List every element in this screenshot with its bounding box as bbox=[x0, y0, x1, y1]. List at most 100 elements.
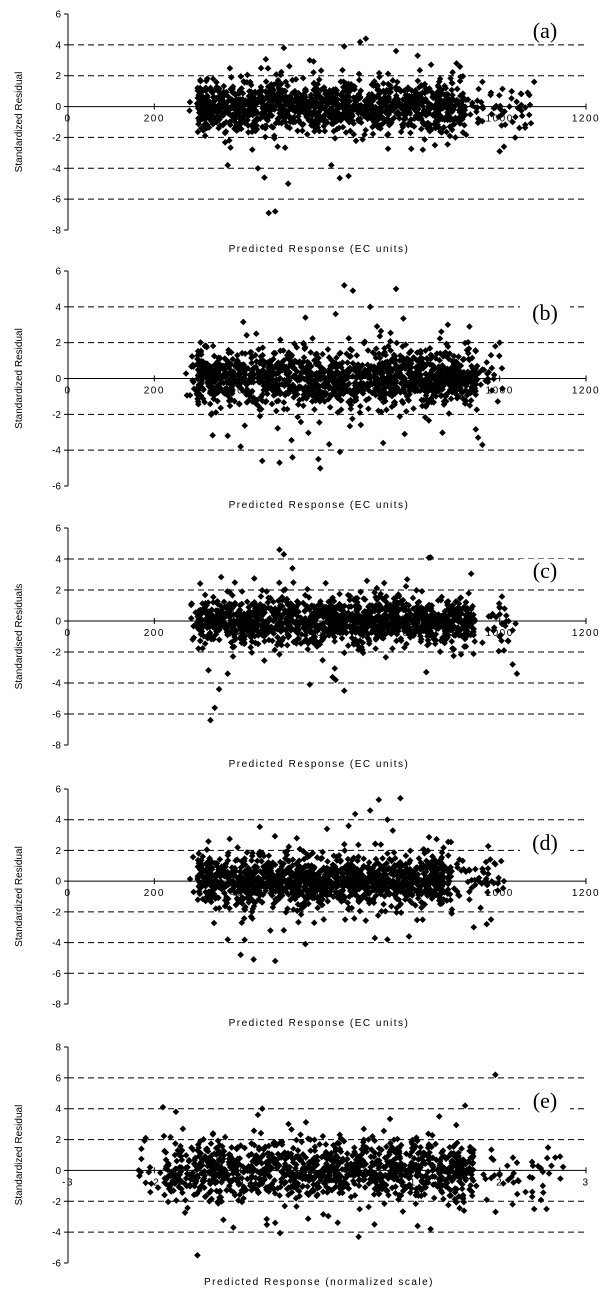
data-point bbox=[274, 76, 282, 84]
x-tick-label: 200 bbox=[144, 386, 165, 397]
data-point bbox=[328, 392, 335, 399]
data-point bbox=[246, 376, 254, 383]
data-point bbox=[251, 88, 259, 96]
data-point bbox=[286, 62, 293, 70]
panel-label: (c) bbox=[533, 558, 557, 583]
data-point bbox=[325, 354, 333, 361]
data-point bbox=[399, 96, 407, 103]
data-point bbox=[231, 397, 238, 405]
chart-panel: -6-4-20246020040060080010001200Standardi… bbox=[14, 267, 600, 512]
data-point bbox=[414, 77, 422, 85]
data-point bbox=[419, 146, 427, 154]
data-point bbox=[446, 116, 454, 124]
data-point bbox=[384, 118, 391, 126]
data-point bbox=[193, 100, 201, 107]
data-point bbox=[299, 395, 307, 403]
data-point bbox=[325, 440, 333, 448]
data-point bbox=[388, 403, 396, 411]
data-point bbox=[495, 647, 503, 655]
data-point bbox=[205, 375, 213, 383]
data-point bbox=[233, 127, 240, 134]
data-point bbox=[382, 99, 390, 106]
data-point bbox=[346, 353, 353, 360]
data-point bbox=[261, 95, 269, 102]
data-point bbox=[354, 109, 362, 117]
data-point bbox=[439, 115, 446, 123]
data-point bbox=[420, 386, 427, 394]
data-point bbox=[394, 78, 401, 86]
data-point bbox=[324, 346, 332, 353]
data-point bbox=[374, 364, 382, 372]
data-point bbox=[363, 577, 371, 585]
data-point bbox=[365, 105, 373, 113]
data-point bbox=[337, 396, 344, 404]
data-point bbox=[261, 657, 268, 664]
data-point bbox=[369, 97, 377, 105]
data-point bbox=[453, 391, 460, 398]
data-point bbox=[336, 448, 344, 456]
data-point bbox=[305, 379, 313, 386]
data-point bbox=[356, 365, 363, 372]
data-point bbox=[389, 386, 396, 394]
data-point bbox=[392, 377, 400, 385]
data-point bbox=[207, 84, 214, 92]
data-point bbox=[311, 406, 318, 413]
data-point bbox=[333, 125, 341, 133]
data-point bbox=[304, 585, 311, 593]
data-point bbox=[286, 124, 294, 132]
data-point bbox=[374, 116, 382, 123]
data-point bbox=[403, 85, 411, 93]
data-point bbox=[241, 350, 249, 357]
data-point bbox=[392, 384, 399, 392]
data-point bbox=[196, 115, 204, 122]
data-point bbox=[337, 364, 345, 371]
panel-label-bg bbox=[520, 19, 570, 43]
y-tick-label: -4 bbox=[52, 164, 61, 175]
data-point bbox=[334, 409, 342, 416]
data-point bbox=[399, 123, 407, 131]
data-point bbox=[256, 412, 264, 420]
data-point bbox=[356, 94, 364, 102]
data-point bbox=[296, 373, 303, 381]
x-tick-label: 1200 bbox=[572, 628, 600, 639]
data-point bbox=[346, 97, 354, 105]
data-point bbox=[269, 97, 277, 105]
data-point bbox=[474, 104, 481, 111]
data-point bbox=[409, 594, 417, 602]
data-point bbox=[303, 98, 311, 105]
data-point bbox=[212, 409, 220, 416]
data-point bbox=[210, 593, 217, 601]
data-point bbox=[188, 353, 196, 360]
data-point bbox=[289, 454, 296, 461]
data-point bbox=[352, 137, 360, 145]
data-point bbox=[450, 652, 457, 660]
data-point bbox=[357, 87, 365, 94]
data-point bbox=[460, 368, 468, 376]
data-point bbox=[251, 117, 258, 125]
data-point bbox=[230, 99, 238, 107]
data-point bbox=[396, 352, 404, 359]
data-point bbox=[524, 89, 532, 96]
data-point bbox=[488, 110, 495, 118]
data-point bbox=[473, 406, 481, 414]
data-point bbox=[237, 365, 244, 373]
data-point bbox=[293, 617, 301, 625]
x-tick-label: 1200 bbox=[572, 386, 600, 397]
data-point bbox=[457, 362, 465, 369]
data-point bbox=[330, 363, 337, 370]
data-point bbox=[260, 372, 268, 380]
data-point bbox=[229, 386, 236, 394]
data-point bbox=[355, 102, 362, 109]
data-point bbox=[207, 716, 214, 724]
data-point bbox=[382, 351, 389, 359]
data-point bbox=[212, 108, 220, 115]
data-point bbox=[290, 579, 297, 586]
data-point bbox=[222, 128, 230, 135]
data-point bbox=[253, 122, 260, 129]
data-point bbox=[216, 386, 224, 394]
data-point bbox=[247, 644, 254, 651]
data-point bbox=[290, 393, 298, 401]
data-point bbox=[485, 368, 492, 376]
data-point bbox=[257, 593, 265, 600]
data-point bbox=[447, 75, 454, 82]
